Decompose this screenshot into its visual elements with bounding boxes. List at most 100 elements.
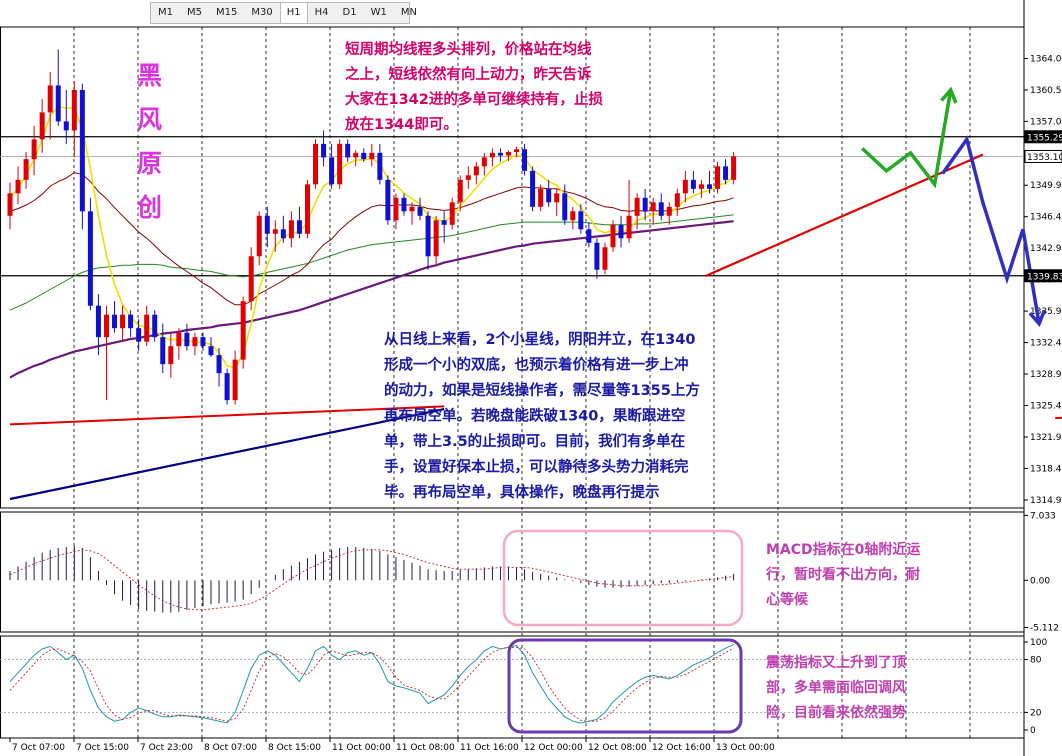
candle-body (385, 179, 391, 221)
candle-body (31, 139, 37, 160)
timeframe-w1[interactable]: W1 (370, 7, 387, 18)
macd-signal-line (9, 549, 734, 611)
note-macd-line: 行，暂时看不出方向，耐 (765, 566, 920, 583)
time-label: 8 Oct 15:00 (268, 743, 321, 753)
candle-body (224, 373, 230, 401)
candle-body (136, 328, 142, 342)
candle-body (95, 305, 101, 338)
price-tag-label: 1339.83 (1027, 272, 1062, 282)
vertical-title-char: 原 (137, 149, 162, 178)
vertical-title-char: 黑 (137, 61, 162, 90)
note-main-line: 形成一个小的双底，也预示着价格有进一步上冲 (384, 356, 689, 374)
scenario-up-arrow (861, 89, 953, 189)
stoch-tick-label: 80 (1030, 656, 1042, 666)
candle-body (554, 193, 560, 203)
timeframe-toolbar: M1 M5 M15 M30 H1 H4 D1 W1 MN (150, 2, 417, 24)
timeframe-m15[interactable]: M15 (216, 7, 238, 18)
candle-body (626, 215, 632, 239)
candle-body (698, 184, 704, 189)
candle-body (634, 197, 640, 216)
candle-body (112, 314, 118, 329)
candle-body (666, 206, 672, 216)
price-tag-box (1024, 130, 1062, 144)
note-main-line: 毕。再布局空单，具体操作，晚盘再行提示 (384, 483, 660, 501)
macd-tick-label: -5.112 (1030, 623, 1059, 633)
candle-body (128, 314, 134, 329)
time-label: 12 Oct 16:00 (652, 743, 711, 753)
candle-body (176, 332, 182, 347)
candle-body (457, 179, 463, 203)
price-tick-label: 1318.40 (1030, 464, 1062, 474)
candle-body (240, 301, 246, 360)
candle-body (441, 220, 447, 225)
candle-body (473, 166, 479, 176)
price-tick-label: 1321.90 (1030, 433, 1062, 443)
candle-body (200, 337, 206, 347)
price-tick-label: 1360.50 (1030, 86, 1062, 96)
candle-body (79, 89, 85, 212)
candle-body (505, 151, 511, 156)
candle-body (15, 179, 21, 194)
price-tick-label: 1332.40 (1030, 339, 1062, 349)
timeframe-mn[interactable]: MN (400, 7, 417, 18)
candle-body (321, 143, 327, 158)
candle-body (272, 229, 278, 234)
uptrend-line (705, 153, 984, 278)
time-label: 12 Oct 00:00 (524, 743, 583, 753)
candle-body (296, 220, 302, 234)
price-tag-label: 1355.29 (1027, 133, 1062, 143)
timeframe-m1[interactable]: M1 (158, 7, 173, 18)
stoch-d-line (9, 646, 734, 722)
ma-long-red-line (9, 405, 445, 426)
note-macd-line: 心等候 (766, 591, 809, 608)
candle-body (674, 193, 680, 207)
timeframe-m30[interactable]: M30 (251, 7, 273, 18)
candle-body (409, 206, 415, 212)
timeframe-h4[interactable]: H4 (314, 7, 329, 18)
note-main-line: 的动力，如果是短线操作者，需尽量等1355上方 (384, 381, 700, 399)
candle-body (497, 152, 503, 156)
candle-body (433, 220, 439, 257)
candle-body (610, 224, 616, 248)
candle-body (120, 314, 126, 329)
candle-body (715, 166, 721, 189)
timeframe-d1[interactable]: D1 (342, 7, 357, 18)
price-tick-label: 1342.90 (1030, 244, 1062, 254)
candle-body (216, 355, 222, 374)
candle-body (87, 211, 93, 306)
candle-body (417, 206, 423, 216)
candle-body (168, 346, 174, 365)
time-label: 11 Oct 08:00 (396, 743, 455, 753)
candle-body (546, 188, 552, 203)
price-tick-label: 1335.90 (1030, 307, 1062, 317)
timeframe-m5[interactable]: M5 (187, 7, 202, 18)
price-tick-label: 1325.40 (1030, 402, 1062, 412)
time-label: 7 Oct 15:00 (76, 743, 129, 753)
price-tick-label: 1364.00 (1030, 54, 1062, 64)
candle-body (682, 179, 688, 194)
candle-body (337, 143, 343, 185)
candle-body (264, 215, 270, 234)
note-top-line: 之上，短线依然有向上动力，昨天告诉 (345, 65, 592, 83)
candle-body (7, 193, 13, 216)
candle-body (562, 193, 568, 221)
candle-body (602, 247, 608, 270)
candle-body (63, 121, 69, 131)
candle-body (481, 157, 487, 167)
note-stoch-line: 险，目前看来依然强势 (766, 704, 906, 721)
note-main-line: 手，设置好保本止损，可以静待多头势力消耗完 (384, 458, 689, 476)
ma-long-red-line-right (1055, 416, 1062, 420)
timeframe-h1[interactable]: H1 (279, 3, 308, 23)
note-top-line: 放在1344即可。 (344, 115, 458, 133)
stoch-highlight-box (507, 638, 743, 734)
time-label: 13 Oct 00:00 (716, 743, 775, 753)
price-tick-label: 1357.00 (1030, 117, 1062, 127)
candle-body (55, 85, 61, 122)
candle-body (650, 202, 656, 212)
price-tick-label: 1328.90 (1030, 370, 1062, 380)
candle-body (192, 337, 198, 347)
candle-body (160, 337, 166, 365)
stoch-tick-label: 20 (1030, 708, 1042, 718)
candle-body (47, 85, 53, 113)
